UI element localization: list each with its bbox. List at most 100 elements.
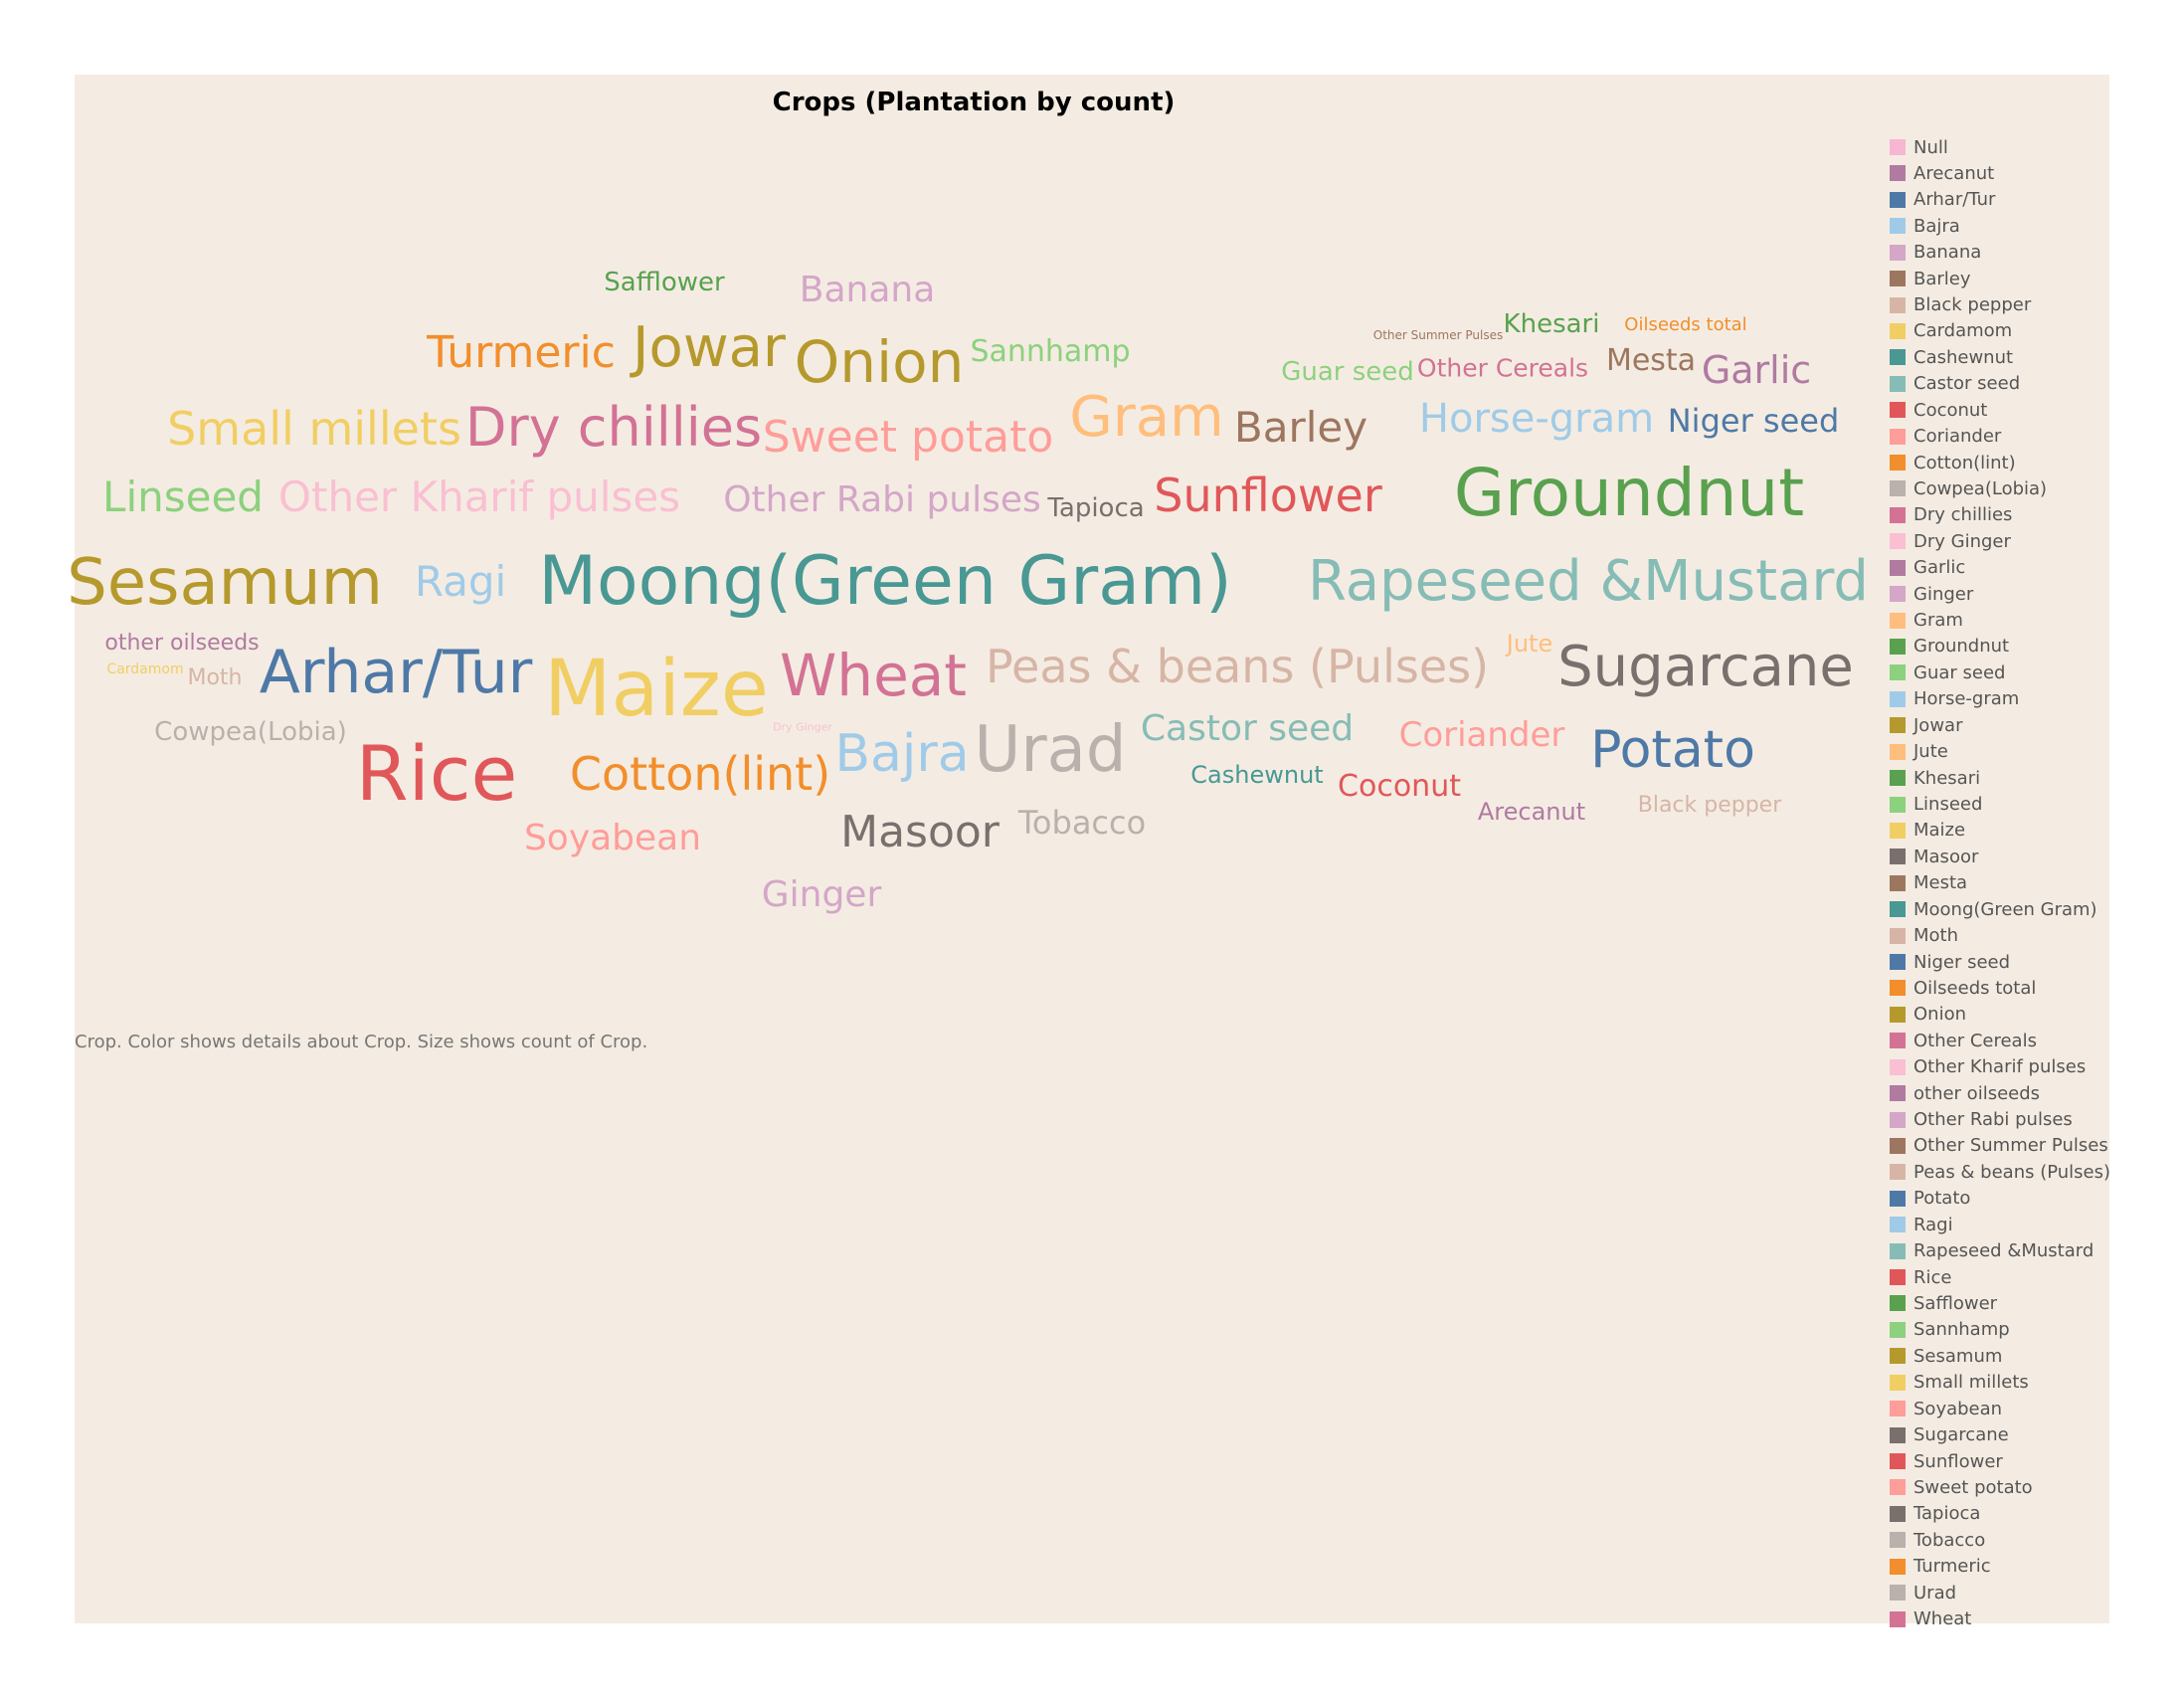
legend-item[interactable]: Tapioca	[1890, 1503, 1980, 1524]
legend-item[interactable]: Jute	[1890, 741, 1948, 762]
legend-item[interactable]: Khesari	[1890, 768, 1980, 789]
legend-swatch	[1890, 1242, 1906, 1259]
legend-item[interactable]: Oilseeds total	[1890, 978, 2036, 999]
legend-swatch	[1890, 690, 1906, 707]
legend-label: Other Kharif pulses	[1913, 1056, 2087, 1078]
legend-item[interactable]: Linseed	[1890, 794, 1982, 815]
legend-item[interactable]: Ginger	[1890, 584, 1973, 605]
legend-item[interactable]: Arhar/Tur	[1890, 189, 1996, 211]
legend-item[interactable]: Jowar	[1890, 714, 1963, 736]
legend-swatch	[1890, 849, 1906, 865]
legend-item[interactable]: Other Summer Pulses	[1890, 1135, 2108, 1156]
legend-swatch	[1890, 218, 1906, 235]
legend-item[interactable]: Gram	[1890, 610, 1963, 631]
legend-label: Castor seed	[1913, 373, 2021, 395]
legend-item[interactable]: Ragi	[1890, 1214, 1953, 1235]
legend-label: Cashewnut	[1913, 346, 2014, 368]
legend-label: Rice	[1913, 1266, 1952, 1288]
legend-label: Dry Ginger	[1913, 530, 2011, 552]
legend-item[interactable]: Tobacco	[1890, 1529, 1986, 1551]
legend-item[interactable]: Other Kharif pulses	[1890, 1056, 2087, 1078]
legend-item[interactable]: Cowpea(Lobia)	[1890, 478, 2047, 499]
legend-label: Urad	[1913, 1582, 1957, 1604]
legend-swatch	[1890, 1479, 1906, 1496]
legend-label: Tobacco	[1913, 1529, 1986, 1551]
legend-item[interactable]: Sannhamp	[1890, 1319, 2010, 1340]
legend-item[interactable]: Coconut	[1890, 400, 1987, 421]
legend-swatch	[1890, 1164, 1906, 1181]
legend-item[interactable]: Small millets	[1890, 1372, 2029, 1393]
legend-label: Sunflower	[1913, 1450, 2003, 1472]
legend-swatch	[1890, 822, 1906, 839]
legend-item[interactable]: Peas & beans (Pulses)	[1890, 1162, 2110, 1183]
legend-item[interactable]: Niger seed	[1890, 952, 2010, 973]
legend-item[interactable]: Coriander	[1890, 426, 2002, 448]
legend-item[interactable]: Maize	[1890, 820, 1965, 841]
legend-item[interactable]: Dry Ginger	[1890, 530, 2011, 552]
legend-item[interactable]: Cardamom	[1890, 320, 2013, 342]
legend-item[interactable]: Garlic	[1890, 557, 1965, 578]
legend-item[interactable]: Soyabean	[1890, 1399, 2002, 1419]
legend-item[interactable]: Barley	[1890, 269, 1971, 289]
legend-swatch	[1890, 1033, 1906, 1049]
legend-swatch	[1890, 139, 1906, 155]
legend-label: Moth	[1913, 925, 1959, 947]
legend-item[interactable]: Cashewnut	[1890, 346, 2014, 368]
legend-label: Dry chillies	[1913, 504, 2013, 526]
legend-label: Cardamom	[1913, 320, 2013, 342]
legend-item[interactable]: Cotton(lint)	[1890, 453, 2016, 473]
legend-label: Coriander	[1913, 426, 2002, 448]
legend-item[interactable]: Sunflower	[1890, 1450, 2003, 1472]
legend-item[interactable]: Sweet potato	[1890, 1477, 2033, 1498]
legend-label: Arhar/Tur	[1913, 189, 1996, 211]
legend-item[interactable]: Urad	[1890, 1582, 1957, 1604]
legend-swatch	[1890, 1269, 1906, 1286]
legend-swatch	[1890, 165, 1906, 182]
legend-item[interactable]: Sesamum	[1890, 1346, 2002, 1367]
legend-label: Turmeric	[1913, 1556, 1991, 1578]
legend-item[interactable]: Castor seed	[1890, 373, 2021, 395]
legend-item[interactable]: Moong(Green Gram)	[1890, 899, 2097, 920]
legend-item[interactable]: Other Rabi pulses	[1890, 1109, 2073, 1130]
legend-item[interactable]: Guar seed	[1890, 662, 2005, 683]
legend-item[interactable]: Mesta	[1890, 872, 1967, 893]
legend-item[interactable]: Arecanut	[1890, 163, 1994, 184]
legend-item[interactable]: Null	[1890, 136, 1948, 158]
legend-item[interactable]: Banana	[1890, 242, 1981, 263]
legend-swatch	[1890, 612, 1906, 629]
legend-item[interactable]: Safflower	[1890, 1293, 1997, 1314]
legend-item[interactable]: Masoor	[1890, 847, 1978, 867]
legend-label: Other Cereals	[1913, 1030, 2037, 1051]
legend-label: Null	[1913, 136, 1948, 158]
chart-title: Crops (Plantation by count)	[772, 88, 1176, 117]
legend-item[interactable]: Sugarcane	[1890, 1424, 2009, 1445]
legend-item[interactable]: Rice	[1890, 1266, 1952, 1288]
legend-swatch	[1890, 664, 1906, 681]
legend-item[interactable]: Turmeric	[1890, 1556, 1991, 1578]
legend-item[interactable]: Onion	[1890, 1004, 1966, 1025]
legend-swatch	[1890, 1006, 1906, 1023]
legend-swatch	[1890, 191, 1906, 208]
legend-item[interactable]: Other Cereals	[1890, 1030, 2037, 1051]
legend-item[interactable]: Potato	[1890, 1188, 1970, 1209]
legend-item[interactable]: Moth	[1890, 925, 1959, 947]
legend-item[interactable]: Dry chillies	[1890, 504, 2013, 526]
legend-swatch	[1890, 927, 1906, 944]
legend-item[interactable]: Groundnut	[1890, 636, 2009, 657]
legend-swatch	[1890, 1610, 1906, 1627]
legend-swatch	[1890, 455, 1906, 472]
legend-item[interactable]: other oilseeds	[1890, 1083, 2040, 1104]
legend-swatch	[1890, 322, 1906, 339]
legend-label: Jowar	[1913, 714, 1963, 736]
legend-swatch	[1890, 1453, 1906, 1469]
legend-item[interactable]: Horse-gram	[1890, 688, 2019, 709]
legend-label: Ragi	[1913, 1214, 1953, 1235]
legend-item[interactable]: Bajra	[1890, 216, 1960, 237]
legend-item[interactable]: Wheat	[1890, 1608, 1971, 1629]
legend-swatch	[1890, 1401, 1906, 1417]
legend-item[interactable]: Black pepper	[1890, 294, 2031, 315]
legend-swatch	[1890, 874, 1906, 891]
legend-swatch	[1890, 586, 1906, 603]
legend-item[interactable]: Rapeseed &Mustard	[1890, 1240, 2093, 1261]
legend-swatch	[1890, 1348, 1906, 1365]
